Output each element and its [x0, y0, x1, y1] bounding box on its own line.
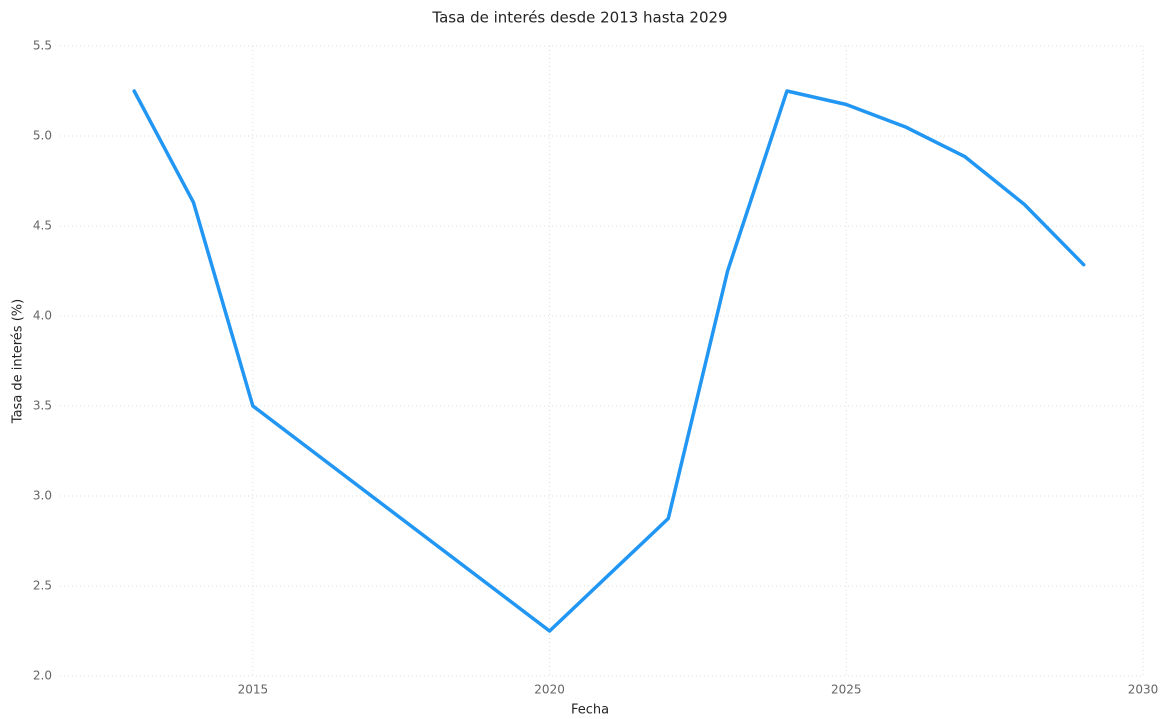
x-tick-label: 2020 — [534, 683, 565, 697]
x-tick-label: 2015 — [238, 683, 269, 697]
y-tick-label: 2.5 — [33, 579, 52, 593]
line — [132, 89, 1086, 633]
y-tick-label: 2.0 — [33, 669, 52, 683]
y-tick-label: 4.5 — [33, 219, 52, 233]
y-tick-label: 3.0 — [33, 489, 52, 503]
y-tick-label: 5.0 — [33, 129, 52, 143]
chart-title: Tasa de interés desde 2013 hasta 2029 — [431, 9, 727, 27]
y-tick-label: 4.0 — [33, 309, 52, 323]
x-tick-label: 2025 — [831, 683, 862, 697]
y-tick-label: 5.5 — [33, 39, 52, 53]
y-axis-label: Tasa de interés (%) — [11, 299, 26, 424]
x-tick-label: 2030 — [1128, 683, 1159, 697]
x-axis-label: Fecha — [571, 703, 609, 718]
y-tick-label: 3.5 — [33, 399, 52, 413]
